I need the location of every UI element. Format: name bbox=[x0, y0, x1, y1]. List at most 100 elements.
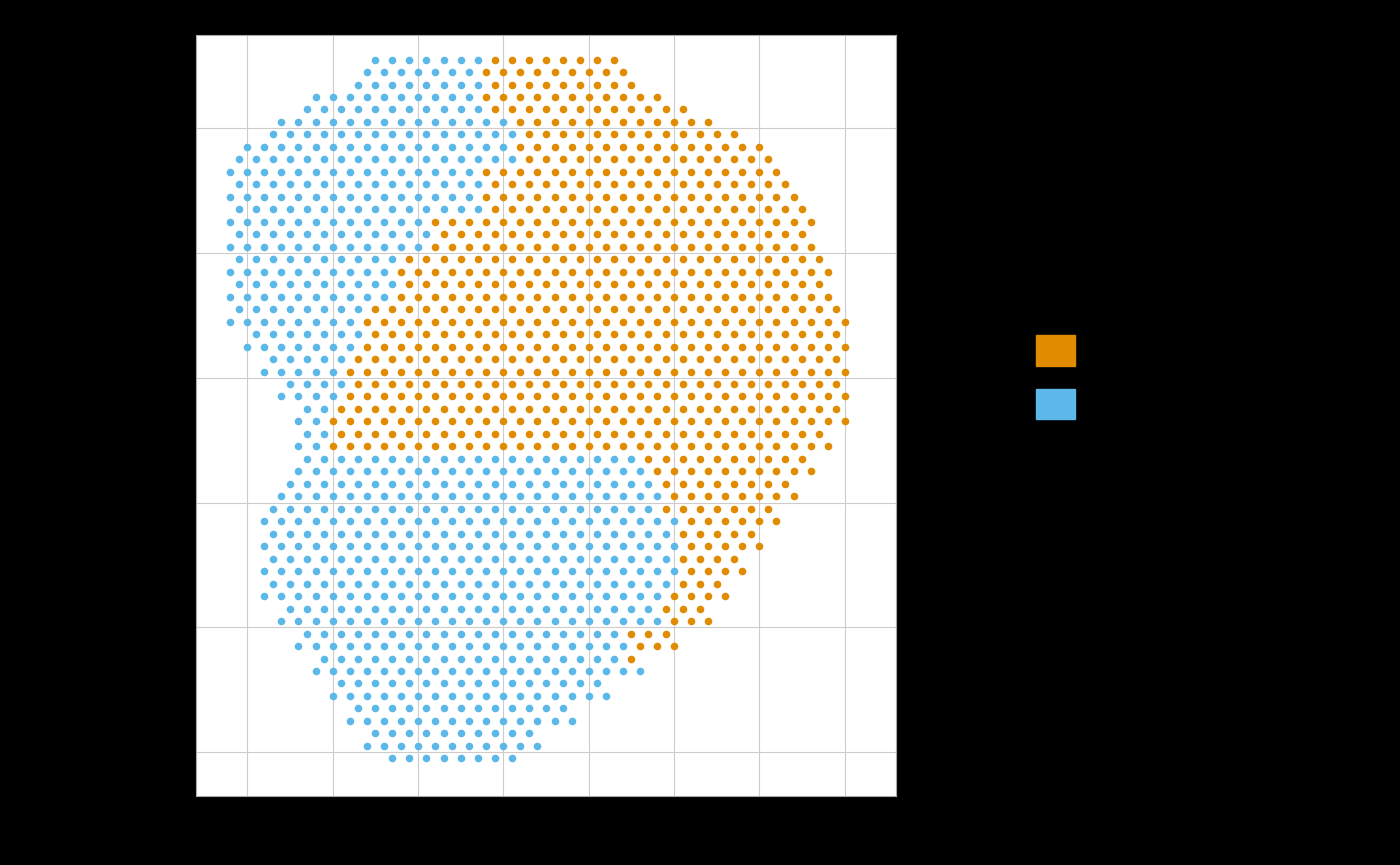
Point bbox=[672, 152, 694, 166]
Point bbox=[620, 302, 643, 316]
Point bbox=[595, 539, 617, 553]
Point bbox=[510, 165, 532, 179]
Point bbox=[654, 127, 676, 141]
Point bbox=[407, 90, 430, 104]
Point bbox=[458, 539, 480, 553]
Point bbox=[381, 327, 403, 341]
Point bbox=[287, 165, 309, 179]
Point bbox=[689, 327, 711, 341]
Point bbox=[227, 152, 249, 166]
Point bbox=[347, 377, 370, 391]
Point bbox=[364, 727, 386, 740]
Point bbox=[731, 414, 753, 428]
Point bbox=[825, 377, 847, 391]
Point bbox=[227, 227, 249, 241]
Point bbox=[637, 327, 659, 341]
Point bbox=[672, 127, 694, 141]
Point bbox=[510, 639, 532, 653]
Point bbox=[629, 140, 651, 154]
Point bbox=[493, 465, 515, 478]
Point bbox=[774, 452, 797, 465]
Point bbox=[748, 140, 770, 154]
Point bbox=[706, 477, 728, 490]
Point bbox=[330, 502, 353, 516]
Point bbox=[697, 564, 720, 578]
Point bbox=[568, 602, 591, 616]
Point bbox=[543, 315, 566, 329]
Point bbox=[475, 490, 497, 503]
Point bbox=[449, 577, 472, 591]
Point bbox=[577, 439, 599, 453]
Point bbox=[433, 651, 455, 665]
Point bbox=[287, 614, 309, 628]
Point bbox=[466, 676, 489, 690]
Point bbox=[330, 302, 353, 316]
Point bbox=[381, 177, 403, 191]
Point bbox=[689, 527, 711, 541]
Point bbox=[364, 253, 386, 266]
Point bbox=[433, 676, 455, 690]
Point bbox=[381, 227, 403, 241]
Point bbox=[645, 240, 668, 253]
Point bbox=[645, 564, 668, 578]
Point bbox=[287, 465, 309, 478]
Point bbox=[218, 215, 241, 228]
Point bbox=[552, 427, 574, 441]
Point bbox=[714, 365, 736, 379]
Point bbox=[218, 290, 241, 304]
Point bbox=[279, 127, 301, 141]
Point bbox=[295, 227, 318, 241]
Point bbox=[568, 278, 591, 292]
Point bbox=[587, 427, 609, 441]
Point bbox=[629, 290, 651, 304]
Point bbox=[543, 564, 566, 578]
Point bbox=[295, 427, 318, 441]
Point bbox=[304, 365, 326, 379]
Point bbox=[398, 127, 420, 141]
Point bbox=[364, 202, 386, 216]
Point bbox=[372, 589, 395, 603]
Point bbox=[433, 278, 455, 292]
Point bbox=[287, 414, 309, 428]
Point bbox=[552, 702, 574, 715]
Point bbox=[783, 389, 805, 403]
Point bbox=[552, 477, 574, 490]
Point bbox=[458, 714, 480, 727]
Point bbox=[568, 427, 591, 441]
Point bbox=[287, 515, 309, 529]
Point bbox=[501, 702, 524, 715]
Point bbox=[501, 152, 524, 166]
Point bbox=[218, 240, 241, 253]
Point bbox=[568, 127, 591, 141]
Point bbox=[739, 327, 762, 341]
Point bbox=[662, 589, 685, 603]
Point bbox=[680, 340, 703, 354]
Point bbox=[441, 465, 463, 478]
Point bbox=[603, 302, 626, 316]
Point bbox=[629, 539, 651, 553]
Point bbox=[748, 414, 770, 428]
Point bbox=[381, 752, 403, 766]
Point bbox=[312, 302, 335, 316]
Point bbox=[372, 290, 395, 304]
Point bbox=[791, 302, 813, 316]
Point bbox=[577, 165, 599, 179]
Point bbox=[612, 265, 634, 279]
Point bbox=[433, 577, 455, 591]
Point bbox=[706, 502, 728, 516]
Point bbox=[372, 664, 395, 678]
Point bbox=[407, 689, 430, 703]
Point bbox=[270, 490, 293, 503]
Point bbox=[645, 290, 668, 304]
Point bbox=[441, 315, 463, 329]
Point bbox=[808, 402, 830, 416]
Point bbox=[356, 389, 378, 403]
Point bbox=[662, 515, 685, 529]
Point bbox=[398, 78, 420, 92]
Point bbox=[364, 402, 386, 416]
Point bbox=[603, 352, 626, 366]
Point bbox=[595, 140, 617, 154]
Point bbox=[458, 265, 480, 279]
Point bbox=[662, 490, 685, 503]
Point bbox=[339, 389, 361, 403]
